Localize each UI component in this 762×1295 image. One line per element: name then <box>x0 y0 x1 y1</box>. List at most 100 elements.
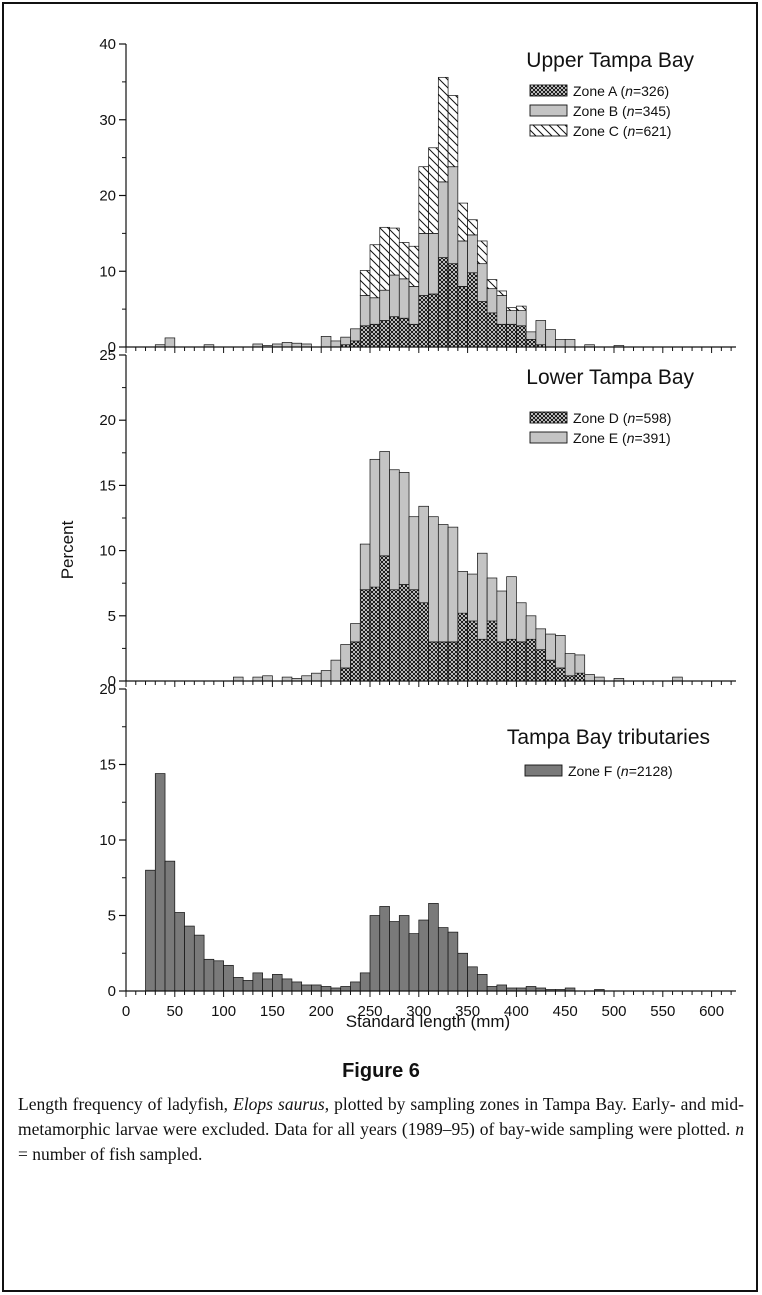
tributaries-bar-zone-f-120 <box>242 980 254 992</box>
upper-y-tick-label-40: 40 <box>99 36 116 53</box>
upper-bar-zone-c-290 <box>408 245 420 287</box>
tributaries-bar-zone-f-350 <box>467 966 478 992</box>
x-tick-label-550: 550 <box>650 1003 675 1020</box>
x-tick-label-100: 100 <box>211 1003 236 1020</box>
lower-bar-zone-d-390 <box>506 638 517 682</box>
figure-label: Figure 6 <box>342 1060 420 1082</box>
upper-bar-zone-c-280 <box>398 242 410 280</box>
lower-bar-zone-e-290 <box>408 516 420 591</box>
tributaries-bar-zone-f-170 <box>291 981 303 992</box>
tributaries-y-tick-label-20: 20 <box>99 681 116 698</box>
caption-n-symbol: n <box>735 1119 744 1139</box>
lower-bar-zone-d-300 <box>418 602 429 682</box>
tributaries-bar-zone-f-90 <box>213 960 224 992</box>
tributaries-bar-zone-f-360 <box>477 974 488 992</box>
upper-bar-zone-a-390 <box>506 323 517 348</box>
upper-bar-zone-c-240 <box>359 270 371 296</box>
caption-species: Elops saurus <box>233 1094 325 1114</box>
upper-legend-swatch-zone-b <box>529 104 568 117</box>
upper-bar-zone-c-250 <box>369 244 381 299</box>
tributaries-bar-zone-f-320 <box>437 927 449 992</box>
lower-bar-zone-e-250 <box>369 458 381 588</box>
lower-bar-zone-d-350 <box>467 620 478 682</box>
lower-panel-title: Lower Tampa Bay <box>526 366 694 389</box>
upper-bar-zone-a-300 <box>418 295 429 348</box>
tributaries-bar-zone-f-310 <box>428 903 439 992</box>
lower-bar-zone-e-380 <box>496 590 507 643</box>
tributaries-bar-zone-f-240 <box>359 972 371 992</box>
lower-bar-zone-e-180 <box>301 675 312 682</box>
x-axis-title: Standard length (mm) <box>346 1012 510 1031</box>
x-tick-label-500: 500 <box>601 1003 626 1020</box>
lower-bar-zone-d-380 <box>496 641 507 682</box>
lower-bar-zone-e-370 <box>486 577 498 622</box>
upper-y-tick-label-10: 10 <box>99 263 116 280</box>
x-tick-label-50: 50 <box>166 1003 183 1020</box>
tributaries-bar-zone-f-250 <box>369 915 381 992</box>
upper-bar-zone-b-210 <box>330 340 342 348</box>
upper-legend-label-zone-c: Zone C (n=621) <box>573 123 671 139</box>
lower-bar-zone-d-230 <box>350 641 361 682</box>
lower-bar-zone-e-200 <box>320 670 332 682</box>
lower-bar-zone-e-390 <box>506 576 517 640</box>
upper-bar-zone-a-310 <box>428 293 439 348</box>
upper-bar-zone-b-420 <box>535 320 547 346</box>
upper-bar-zone-a-400 <box>516 325 527 348</box>
upper-bar-zone-c-380 <box>496 290 507 296</box>
caption-text-2: , plotted by sampling zones in Tampa Bay… <box>18 1094 744 1139</box>
upper-bar-zone-c-300 <box>418 166 429 234</box>
tributaries-bar-zone-f-130 <box>252 972 263 992</box>
upper-bar-zone-b-340 <box>457 240 468 287</box>
upper-bar-zone-b-450 <box>564 339 576 348</box>
upper-y-tick-label-20: 20 <box>99 188 116 205</box>
upper-bar-zone-b-320 <box>437 181 449 258</box>
tributaries-bar-zone-f-40 <box>164 860 176 992</box>
upper-bar-zone-c-260 <box>379 226 390 291</box>
lower-bar-zone-d-460 <box>574 672 586 682</box>
lower-bar-zone-d-410 <box>525 638 537 682</box>
upper-bar-zone-b-290 <box>408 286 420 325</box>
upper-bar-zone-a-340 <box>457 286 468 348</box>
lower-bar-zone-d-250 <box>369 586 381 682</box>
upper-bar-zone-b-380 <box>496 295 507 325</box>
upper-bar-zone-c-340 <box>457 202 468 242</box>
lower-bar-zone-d-360 <box>477 638 488 682</box>
tributaries-bar-zone-f-200 <box>320 986 332 992</box>
lower-bar-zone-d-310 <box>428 641 439 682</box>
lower-bar-zone-d-260 <box>379 555 390 682</box>
lower-bars <box>233 451 683 682</box>
tributaries-bar-zone-f-270 <box>389 921 400 992</box>
upper-bar-zone-a-350 <box>467 272 478 348</box>
upper-bar-zone-b-280 <box>398 278 410 319</box>
upper-bar-zone-a-410 <box>525 339 537 348</box>
x-tick-label-0: 0 <box>122 1003 130 1020</box>
lower-bar-zone-e-340 <box>457 571 468 614</box>
x-tick-label-200: 200 <box>309 1003 334 1020</box>
upper-bar-zone-a-250 <box>369 323 381 348</box>
upper-legend-label-zone-b: Zone B (n=345) <box>573 103 671 119</box>
upper-bar-zone-b-250 <box>369 297 381 325</box>
tributaries-bar-zone-f-180 <box>301 984 312 992</box>
lower-bar-zone-d-450 <box>564 675 576 682</box>
upper-bar-zone-a-320 <box>437 257 449 348</box>
lower-legend-swatch-zone-e <box>529 431 568 444</box>
lower-bar-zone-d-430 <box>545 659 556 682</box>
upper-bar-zone-b-430 <box>545 329 556 348</box>
upper-bar-zone-c-370 <box>486 279 498 290</box>
lower-bar-zone-d-270 <box>389 589 400 682</box>
upper-bar-zone-c-360 <box>477 240 488 265</box>
lower-y-tick-label-10: 10 <box>99 543 116 560</box>
x-tick-label-250: 250 <box>357 1003 382 1020</box>
lower-bar-zone-d-370 <box>486 620 498 682</box>
tributaries-panel-title: Tampa Bay tributaries <box>507 726 710 749</box>
upper-bar-zone-b-300 <box>418 233 429 296</box>
tributaries-legend-swatch-zone-f <box>524 764 563 777</box>
upper-bar-zone-a-270 <box>389 316 400 348</box>
upper-bar-zone-b-230 <box>350 328 361 342</box>
upper-bar-zone-c-330 <box>447 95 459 168</box>
lower-bar-zone-e-240 <box>359 543 371 591</box>
lower-bar-zone-e-190 <box>311 672 322 682</box>
lower-bar-zone-e-440 <box>555 635 566 669</box>
tributaries-bars <box>145 773 605 992</box>
tributaries-legend-label-zone-f: Zone F (n=2128) <box>568 763 673 779</box>
